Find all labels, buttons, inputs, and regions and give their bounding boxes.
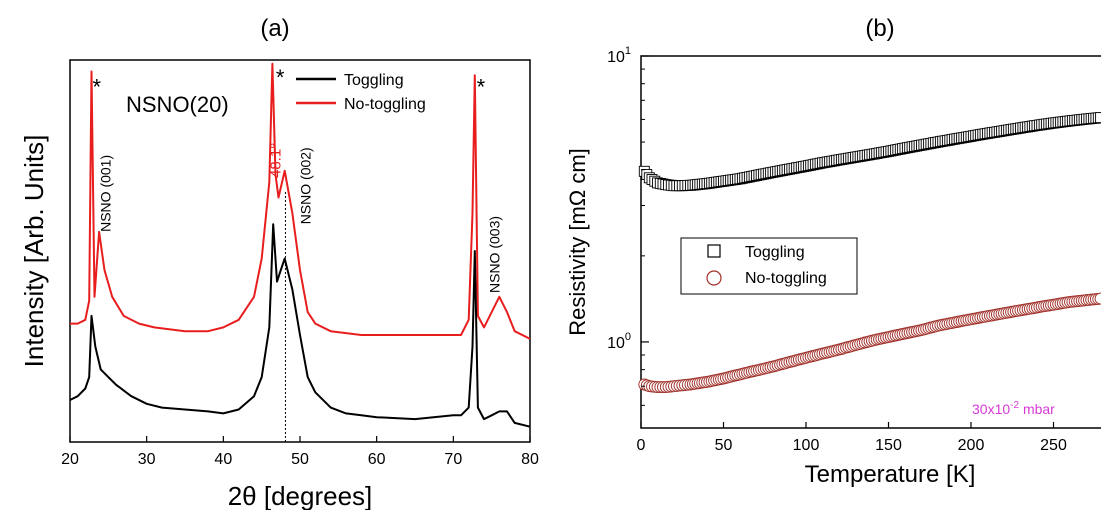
x-tick-label: 0 <box>637 437 646 454</box>
panel-a-legend: Toggling No-toggling <box>296 72 426 113</box>
y-tick-label: 101 <box>607 45 631 66</box>
x-tick-label: 60 <box>368 451 386 468</box>
legend-marker-toggling <box>707 244 721 258</box>
legend-entry-toggling: Toggling <box>745 244 805 261</box>
peak-label: NSNO (001) <box>98 155 114 232</box>
x-tick-label: 100 <box>793 437 820 454</box>
panel-b-x-axis-label: Temperature [K] <box>805 461 976 488</box>
panel-b-series-group <box>638 112 1101 394</box>
panel-a-x-axis-label: 2θ [degrees] <box>228 481 373 510</box>
peak-label: NSNO (002) <box>298 147 314 224</box>
sample-label: NSNO(20) <box>126 92 229 117</box>
x-tick-label: 70 <box>444 451 462 468</box>
legend-entry-no-toggling: No-toggling <box>745 270 827 287</box>
x-tick-label: 20 <box>61 451 79 468</box>
x-tick-label: 80 <box>521 451 539 468</box>
panel-b-resistivity-chart: (b) 0 50 100 150 200 250 100 101 Toggling No-t… <box>565 15 1101 488</box>
peak-label: NSNO (003) <box>486 216 502 293</box>
x-tick-label: 250 <box>1040 437 1067 454</box>
series-line-toggling <box>69 223 531 428</box>
panel-b-plot-frame <box>640 55 1101 429</box>
x-tick-label: 50 <box>291 451 309 468</box>
x-tick-label: 30 <box>138 451 156 468</box>
legend-marker-no-toggling <box>706 270 722 286</box>
series-line-no-toggling <box>70 62 531 340</box>
x-tick-label: 50 <box>715 437 733 454</box>
series-markers-no-toggling <box>638 292 1101 394</box>
panel-b-legend-box <box>680 237 858 295</box>
reference-line-label: 48.1° <box>267 143 284 178</box>
panel-a-x-ticks: 20 30 40 50 60 70 80 <box>61 436 539 468</box>
panel-b-legend: Toggling No-toggling <box>680 237 858 295</box>
y-tick-label: 100 <box>607 331 631 352</box>
data-point-toggling <box>1095 112 1101 124</box>
panel-a-y-axis-label: Intensity [Arb. Units] <box>19 135 49 368</box>
panel-a-xrd-chart: (a) 20 30 40 50 60 70 80 * * * NSNO (001) NSNO (00… <box>19 15 539 510</box>
legend-entry-toggling: Toggling <box>344 72 404 89</box>
peak-marker-star: * <box>276 65 285 90</box>
panel-a-label: (a) <box>260 15 289 42</box>
peak-marker-star: * <box>93 74 102 99</box>
panel-b-y-axis-label: Resistivity [mΩ cm] <box>565 148 590 336</box>
peak-marker-star: * <box>477 74 486 99</box>
panel-b-label: (b) <box>865 15 894 42</box>
x-tick-label: 200 <box>958 437 985 454</box>
panel-a-series-group <box>69 62 531 428</box>
x-tick-label: 40 <box>214 451 232 468</box>
panel-b-y-ticks: 100 101 <box>607 45 649 429</box>
panel-a-annotations: * * * NSNO (001) NSNO (002) NSNO (003) <box>93 65 503 293</box>
panel-b-x-ticks: 0 50 100 150 200 250 <box>637 422 1067 454</box>
pressure-label: 30x10-2 mbar <box>972 400 1055 417</box>
legend-entry-no-toggling: No-toggling <box>344 96 426 113</box>
series-markers-toggling <box>638 112 1101 192</box>
x-tick-label: 150 <box>875 437 902 454</box>
